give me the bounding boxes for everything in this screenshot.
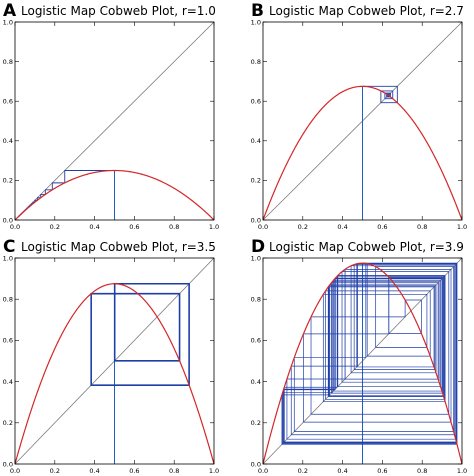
x-tick-label: 0.8 <box>417 223 427 231</box>
x-tick-label: 1.0 <box>209 467 219 475</box>
plot-frame <box>262 257 463 465</box>
y-tick-label: 0.4 <box>3 378 13 386</box>
y-tick-label: 1.0 <box>3 254 13 262</box>
x-tick-label: 0.2 <box>298 467 308 475</box>
logistic-curve <box>14 169 215 221</box>
panel-letter: B <box>251 1 264 21</box>
y-tick-label: 0.0 <box>251 216 261 224</box>
y-tick-label: 0.0 <box>3 460 13 468</box>
y-tick-label: 0.8 <box>3 296 13 304</box>
y-tick-label: 1.0 <box>3 18 13 26</box>
x-tick-label: 0.2 <box>50 467 60 475</box>
x-tick-label: 0.6 <box>377 467 387 475</box>
panel-title: Logistic Map Cobweb Plot, r=1.0 <box>21 4 216 18</box>
y-tick-label: 1.0 <box>251 18 261 26</box>
x-tick-label: 1.0 <box>457 223 467 231</box>
y-tick-label: 0.4 <box>3 137 13 145</box>
panel-letter: D <box>251 237 265 257</box>
identity-line <box>14 21 215 221</box>
y-tick-label: 0.2 <box>3 177 13 185</box>
x-tick-label: 0.2 <box>298 223 308 231</box>
y-tick-label: 0.4 <box>251 137 261 145</box>
x-tick-label: 0.8 <box>169 467 179 475</box>
x-tick-label: 0.4 <box>89 223 99 231</box>
panel-letter: C <box>3 237 15 257</box>
cobweb-path <box>362 85 398 104</box>
x-tick-label: 0.4 <box>89 467 99 475</box>
x-tick-label: 0.0 <box>10 467 20 475</box>
y-tick-label: 0.8 <box>3 58 13 66</box>
panel-title: Logistic Map Cobweb Plot, r=3.5 <box>21 240 216 254</box>
x-tick-label: 0.2 <box>50 223 60 231</box>
panel-letter: A <box>3 1 17 21</box>
y-tick-label: 0.2 <box>251 177 261 185</box>
panel-d: D Logistic Map Cobweb Plot, r=3.9 0.0 0.2 0.… <box>251 237 468 475</box>
cobweb-path <box>17 170 115 218</box>
y-tick-label: 0.8 <box>251 58 261 66</box>
panel-title: Logistic Map Cobweb Plot, r=3.9 <box>269 240 464 254</box>
x-tick-label: 0.8 <box>169 223 179 231</box>
y-tick-label: 0.4 <box>251 378 261 386</box>
x-tick-label: 1.0 <box>209 223 219 231</box>
panel-c: C Logistic Map Cobweb Plot, r=3.5 0.0 0.2 0.… <box>3 237 220 475</box>
logistic-curve <box>262 262 463 465</box>
panel-b: B Logistic Map Cobweb Plot, r=2.7 0.0 0.2 0.… <box>251 1 468 231</box>
plot-frame <box>14 21 215 221</box>
x-tick-label: 0.6 <box>129 223 139 231</box>
y-tick-label: 0.6 <box>3 337 13 345</box>
x-tick-label: 0.0 <box>10 223 20 231</box>
x-tick-label: 0.0 <box>258 467 268 475</box>
x-tick-label: 0.6 <box>377 223 387 231</box>
plot-frame <box>14 257 215 465</box>
y-tick-label: 0.0 <box>3 216 13 224</box>
y-tick-label: 0.6 <box>251 337 261 345</box>
y-tick-label: 0.2 <box>3 419 13 427</box>
y-tick-label: 0.6 <box>251 98 261 106</box>
x-tick-label: 0.4 <box>337 223 347 231</box>
plot-frame <box>262 21 463 221</box>
panel-title: Logistic Map Cobweb Plot, r=2.7 <box>269 4 464 18</box>
y-tick-label: 0.8 <box>251 296 261 304</box>
y-tick-label: 0.6 <box>3 98 13 106</box>
y-tick-label: 0.0 <box>251 460 261 468</box>
x-tick-label: 0.6 <box>129 467 139 475</box>
x-tick-label: 0.4 <box>337 467 347 475</box>
logistic-curve <box>14 283 215 465</box>
x-tick-label: 1.0 <box>457 467 467 475</box>
panel-a: A Logistic Map Cobweb Plot, r=1.0 0.0 0.2 0.… <box>3 1 220 231</box>
x-tick-label: 0.8 <box>417 467 427 475</box>
x-tick-label: 0.0 <box>258 223 268 231</box>
y-tick-label: 0.2 <box>251 419 261 427</box>
logistic-curve <box>262 85 463 221</box>
y-tick-label: 1.0 <box>251 254 261 262</box>
